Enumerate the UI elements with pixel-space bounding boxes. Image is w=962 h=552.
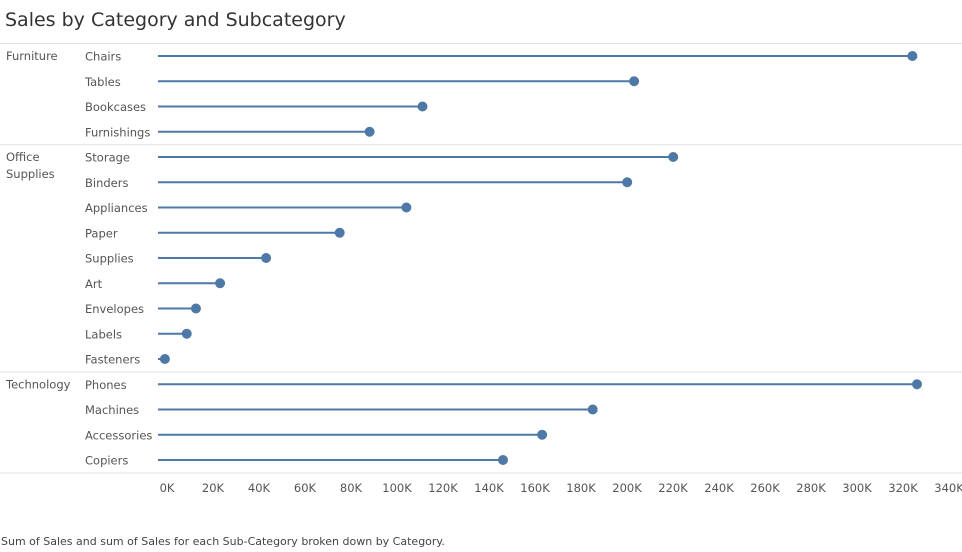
x-tick-label: 260K — [750, 481, 780, 495]
lollipop-point — [907, 51, 918, 61]
x-tick-label: 180K — [566, 481, 596, 495]
category-label: Technology — [5, 377, 71, 391]
subcategory-label: Copiers — [85, 454, 128, 468]
subcategory-label: Appliances — [85, 201, 148, 215]
subcategory-label: Machines — [85, 403, 139, 417]
subcategory-label: Accessories — [85, 428, 152, 442]
x-tick-label: 240K — [704, 481, 734, 495]
lollipop-point — [334, 227, 345, 238]
chart-title: Sales by Category and Subcategory — [5, 9, 346, 31]
lollipop-chart: Furniture Chairs Tables Bookcases Furnishing… — [0, 43, 962, 495]
category-label: Supplies — [6, 167, 55, 181]
x-tick-label: 200K — [612, 481, 642, 495]
lollipop-point — [215, 278, 226, 289]
subcategory-label: Binders — [85, 176, 128, 190]
x-tick-label: 40K — [248, 481, 271, 495]
subcategory-label: Art — [85, 277, 103, 291]
lollipop-point — [190, 303, 201, 314]
x-tick-label: 0K — [160, 481, 175, 495]
lollipop-point — [668, 152, 679, 162]
lollipop-point — [629, 76, 640, 87]
subcategory-label: Envelopes — [85, 302, 144, 316]
x-tick-label: 100K — [382, 481, 412, 495]
lollipop-point — [587, 404, 598, 415]
subcategory-label: Tables — [84, 75, 121, 89]
subcategory-label: Supplies — [85, 252, 134, 266]
chart-caption: Sum of Sales and sum of Sales for each S… — [1, 535, 445, 548]
lollipop-point — [181, 328, 192, 339]
subcategory-label: Paper — [85, 226, 118, 240]
x-tick-label: 140K — [474, 481, 504, 495]
category-label: Office — [6, 150, 40, 164]
lollipop-point — [537, 429, 548, 440]
lollipop-point — [417, 101, 428, 112]
x-tick-label: 160K — [520, 481, 550, 495]
lollipop-point — [498, 455, 508, 465]
subcategory-label: Storage — [85, 151, 130, 165]
lollipop-point — [364, 126, 375, 137]
x-tick-label: 20K — [202, 481, 225, 495]
subcategory-label: Furnishings — [85, 125, 150, 139]
x-tick-label: 120K — [428, 481, 458, 495]
lollipop-point — [401, 202, 412, 213]
subcategory-label: Phones — [85, 378, 127, 392]
lollipop-point — [261, 253, 272, 263]
subcategory-label: Fasteners — [85, 353, 140, 367]
lollipop-point — [622, 177, 633, 188]
category-label: Furniture — [6, 49, 58, 63]
lollipop-point — [159, 354, 170, 364]
lollipop-point — [912, 379, 922, 390]
x-tick-label: 80K — [340, 481, 363, 495]
subcategory-label: Bookcases — [85, 100, 146, 114]
subcategory-label: Labels — [85, 327, 122, 341]
x-tick-label: 300K — [842, 481, 872, 495]
subcategory-label: Chairs — [85, 50, 121, 64]
x-tick-label: 280K — [796, 481, 826, 495]
x-tick-label: 320K — [888, 481, 918, 495]
x-tick-label: 220K — [658, 481, 688, 495]
x-tick-label: 340K — [934, 481, 962, 495]
x-tick-label: 60K — [294, 481, 317, 495]
